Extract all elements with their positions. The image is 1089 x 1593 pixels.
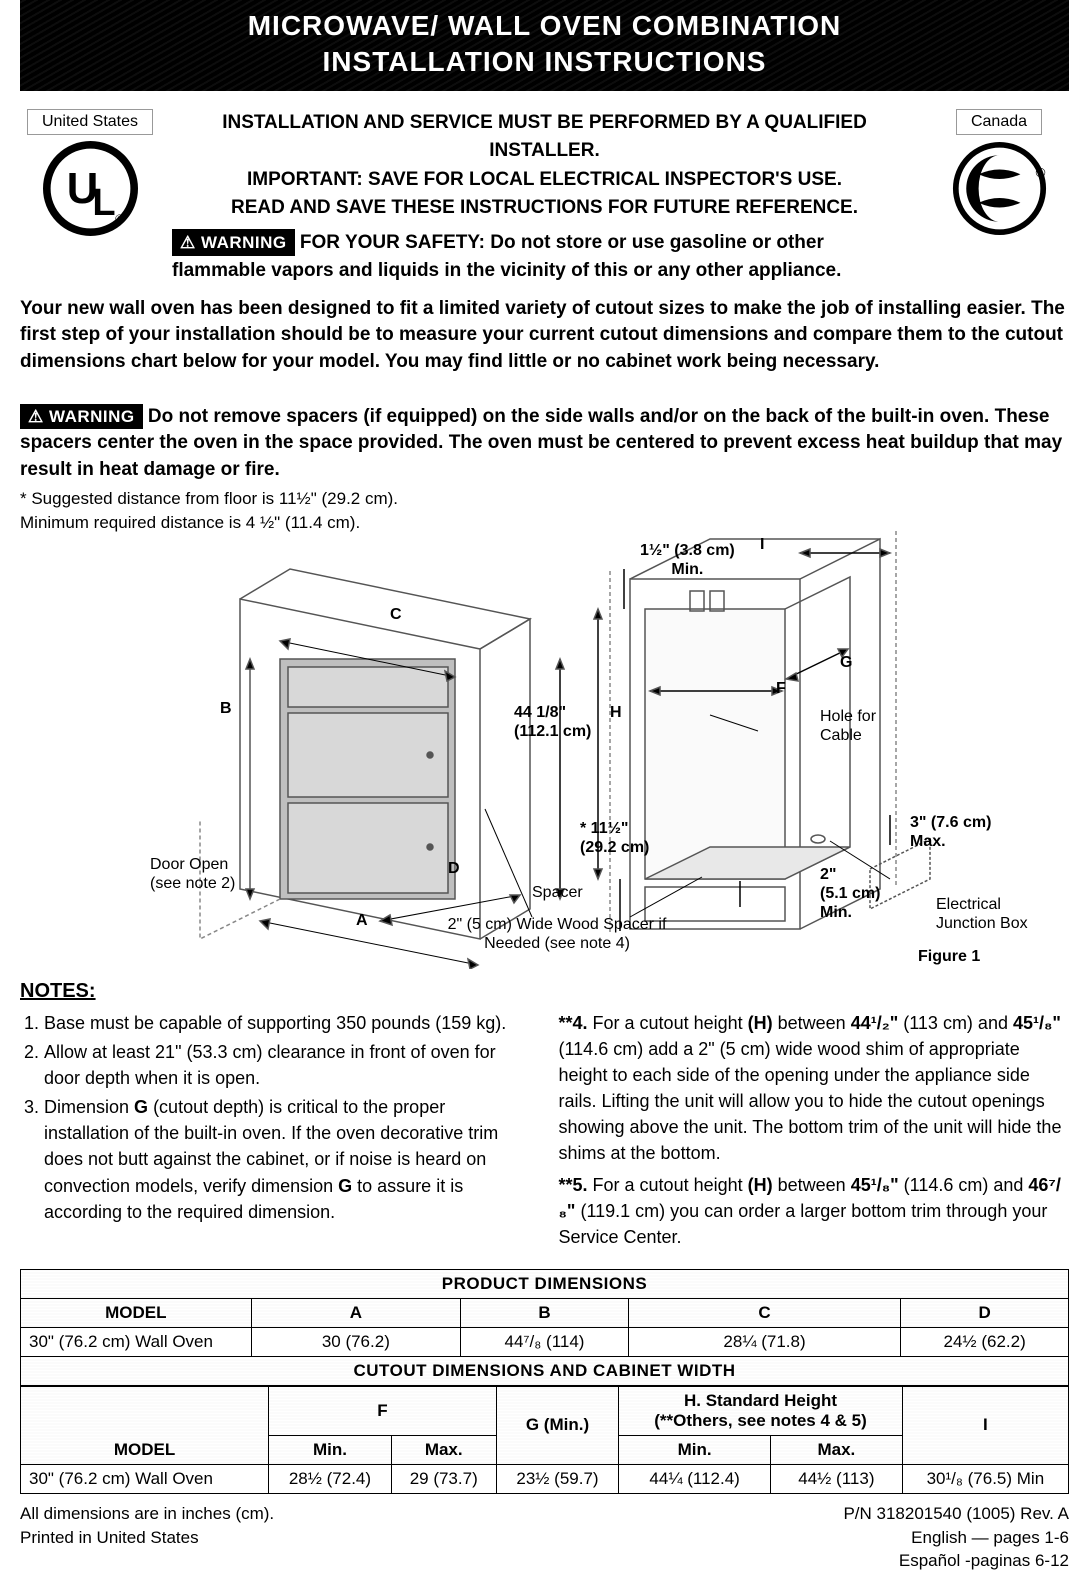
lbl-junction: Electrical Junction Box [936,895,1028,933]
lbl-wood: 2" (5 cm) Wide Wood Spacer if Needed (se… [412,915,702,953]
table-header: MODEL [21,1298,252,1327]
t2-fmax: Max. [391,1435,496,1464]
intro-text: Your new wall oven has been designed to … [20,296,1069,376]
t2-F: F [269,1386,497,1435]
svg-text:®: ® [115,213,124,225]
svg-text:L: L [92,182,115,224]
header-line-1: INSTALLATION AND SERVICE MUST BE PERFORM… [172,109,917,166]
table-cell: 24½ (62.2) [901,1327,1069,1356]
note-star-item: **5. For a cutout height (H) between 45¹… [559,1172,1070,1250]
table-header: B [461,1298,629,1327]
table-cell: 30" (76.2 cm) Wall Oven [21,1327,252,1356]
lbl-I: I [760,535,764,554]
table-cell: 28¼ (71.8) [628,1327,900,1356]
lbl-figure: Figure 1 [918,947,980,966]
header-row: United States U L ® INSTALLATION AND SER… [20,109,1069,286]
notes-right: **4. For a cutout height (H) between 44¹… [559,1010,1070,1255]
note-star-item: **4. For a cutout height (H) between 44¹… [559,1010,1070,1167]
svg-text:®: ® [1035,165,1045,180]
lbl-A: A [356,911,368,930]
table-header: D [901,1298,1069,1327]
lbl-B: B [220,699,232,718]
lbl-G: G [840,653,852,672]
csa-logo: ® [952,141,1047,236]
table-cell: 29 (73.7) [391,1464,496,1493]
cert-left-label: United States [27,109,153,135]
lbl-C: C [390,605,402,624]
lbl-F: F [776,679,786,698]
table-cell: 28½ (72.4) [269,1464,392,1493]
table-header: A [251,1298,461,1327]
cutout-dimensions-table: MODEL F G (Min.) H. Standard Height (**O… [20,1386,1069,1494]
t2-hmin: Min. [619,1435,771,1464]
warning-2: WARNING Do not remove spacers (if equipp… [20,404,1069,484]
product-dimensions-table: PRODUCT DIMENSIONS MODELABCD 30" (76.2 c… [20,1269,1069,1386]
footer-right-3: Español -paginas 6-12 [843,1549,1069,1573]
lbl-door: Door Open (see note 2) [150,855,235,893]
header-line-3: READ AND SAVE THESE INSTRUCTIONS FOR FUT… [172,194,917,223]
notes: NOTES: Base must be capable of supportin… [20,977,1069,1255]
table-cell: 44¼ (112.4) [619,1464,771,1493]
lbl-side: 3" (7.6 cm) Max. [910,813,991,851]
t2-H: H. Standard Height (**Others, see notes … [619,1386,902,1435]
table-header: C [628,1298,900,1327]
title-line-2: INSTALLATION INSTRUCTIONS [323,46,767,77]
table2-title: CUTOUT DIMENSIONS AND CABINET WIDTH [21,1356,1069,1385]
ul-logo: U L ® [43,141,138,236]
safety-line: WARNING FOR YOUR SAFETY: Do not store or… [172,229,917,286]
cert-right: Canada ® [929,109,1069,241]
lbl-top-min: 1½" (3.8 cm) Min. [640,541,735,579]
t2-G: G (Min.) [496,1386,619,1464]
lbl-height: 44 1/8" (112.1 cm) [514,703,591,741]
table-cell: 23½ (59.7) [496,1464,619,1493]
footer: All dimensions are in inches (cm). Print… [20,1502,1069,1573]
footer-left-2: Printed in United States [20,1526,274,1550]
notes-title: NOTES: [20,977,1069,1006]
lbl-D: D [448,859,460,878]
lbl-spacer: Spacer [532,883,583,902]
figure-1-diagram: 1½" (3.8 cm) Min. I C B G F H 44 1/8" (1… [20,479,1069,969]
warning-tag-1: WARNING [172,229,295,257]
table-cell: 30" (76.2 cm) Wall Oven [21,1464,269,1493]
footer-left-1: All dimensions are in inches (cm). [20,1502,274,1526]
table1-title: PRODUCT DIMENSIONS [21,1269,1069,1298]
title-bar: MICROWAVE/ WALL OVEN COMBINATION INSTALL… [20,0,1069,91]
footer-right-1: P/N 318201540 (1005) Rev. A [843,1502,1069,1526]
note-item: Dimension G (cutout depth) is critical t… [44,1094,531,1224]
lbl-2in: 2" (5.1 cm) Min. [820,865,880,923]
t2-fmin: Min. [269,1435,392,1464]
t2-I: I [902,1386,1068,1464]
notes-left: Base must be capable of supporting 350 p… [20,1010,531,1255]
title-line-1: MICROWAVE/ WALL OVEN COMBINATION [248,10,842,41]
t2-hmax: Max. [771,1435,903,1464]
lbl-hole: Hole for Cable [820,707,876,745]
table-cell: 30 (76.2) [251,1327,461,1356]
lbl-star: * 11½" (29.2 cm) [580,819,649,857]
table-cell: 44⁷/₈ (114) [461,1327,629,1356]
header-line-2: IMPORTANT: SAVE FOR LOCAL ELECTRICAL INS… [172,166,917,195]
table-cell: 30¹/₈ (76.5) Min [902,1464,1068,1493]
cert-left: United States U L ® [20,109,160,241]
lbl-H: H [610,703,622,722]
warning-2-text: Do not remove spacers (if equipped) on t… [20,406,1062,480]
warning-tag-2: WARNING [20,404,143,430]
note-item: Allow at least 21" (53.3 cm) clearance i… [44,1039,531,1091]
header-text: INSTALLATION AND SERVICE MUST BE PERFORM… [172,109,917,286]
footer-right-2: English — pages 1-6 [843,1526,1069,1550]
t2-model: MODEL [21,1386,269,1464]
table-cell: 44½ (113) [771,1464,903,1493]
cert-right-label: Canada [956,109,1042,135]
note-item: Base must be capable of supporting 350 p… [44,1010,531,1036]
